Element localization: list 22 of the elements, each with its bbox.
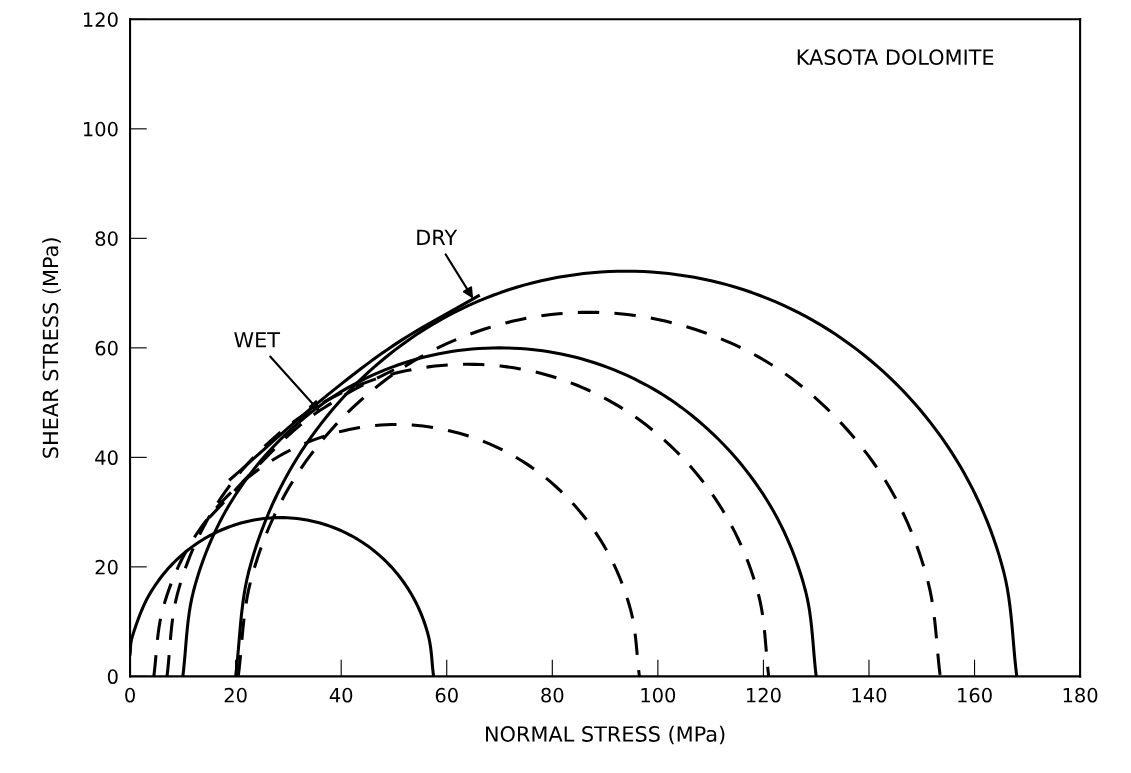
x-tick-label: 20 (224, 687, 247, 703)
x-tick-label: 0 (125, 687, 135, 703)
y-axis-title: SHEAR STRESS (MPa) (42, 238, 61, 458)
x-tick-label: 180 (1063, 687, 1098, 703)
annotation: DRY (417, 229, 458, 245)
x-tick-label: 140 (852, 687, 887, 703)
x-axis-title: NORMAL STRESS (MPa) (486, 725, 725, 745)
y-tick-label: 20 (95, 559, 118, 575)
y-tick-label: 0 (107, 669, 118, 685)
y-tick-label: 100 (83, 121, 118, 137)
annotation: WET (234, 332, 281, 348)
x-tick-label: 100 (641, 687, 676, 703)
x-tick-label: 80 (541, 687, 564, 703)
x-tick-label: 60 (435, 687, 458, 703)
x-tick-label: 40 (329, 687, 353, 703)
y-tick-label: 60 (95, 340, 118, 356)
y-tick-label: 40 (95, 450, 118, 466)
x-tick-label: 160 (958, 687, 992, 703)
y-tick-label: 80 (95, 231, 118, 247)
x-tick-label: 120 (747, 687, 781, 703)
y-tick-label: 120 (83, 12, 118, 27)
annotation: KASOTA DOLOMITE (797, 49, 994, 66)
